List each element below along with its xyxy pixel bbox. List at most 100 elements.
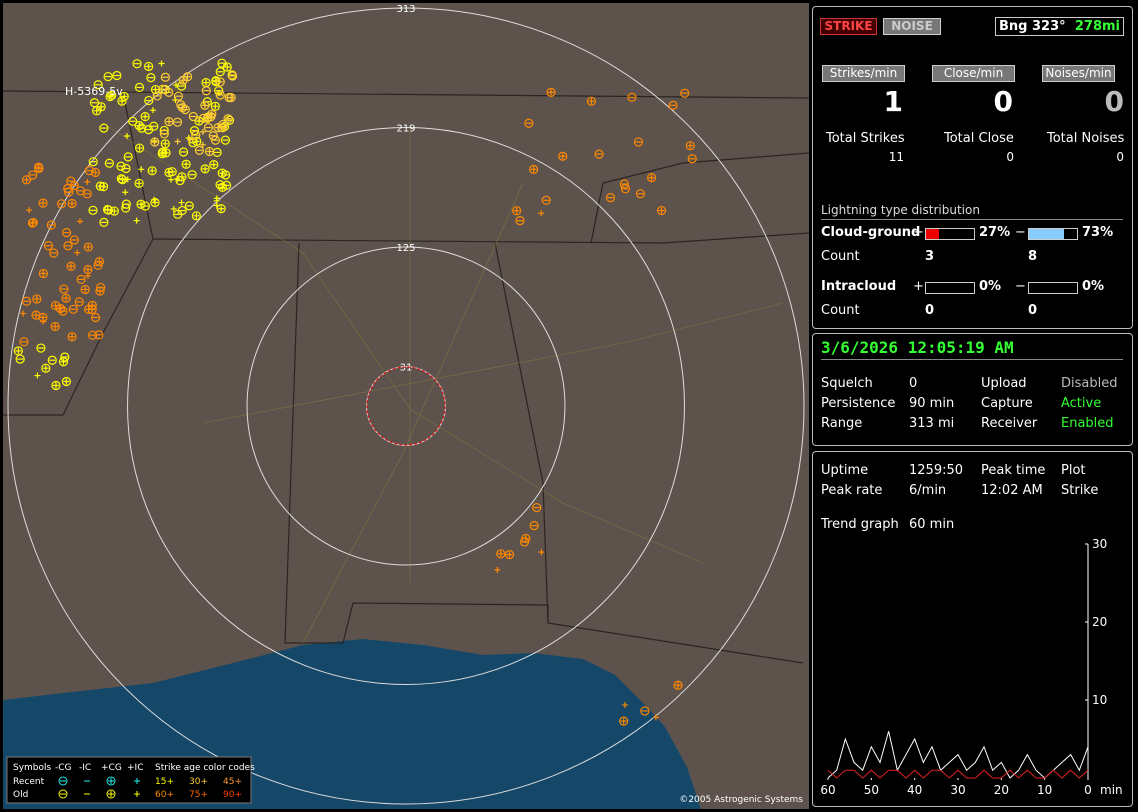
strike xyxy=(104,206,111,213)
strike xyxy=(140,112,150,122)
strike xyxy=(99,217,109,227)
legend-header: +IC xyxy=(127,763,143,773)
strike xyxy=(160,139,170,149)
strike xyxy=(90,167,101,178)
strike xyxy=(191,130,201,140)
stats-cell: Uptime xyxy=(821,463,869,478)
strike xyxy=(506,551,513,558)
stats-cell: 1259:50 xyxy=(909,463,964,478)
strike-button[interactable]: STRIKE xyxy=(820,18,877,35)
strike xyxy=(212,103,219,110)
strike xyxy=(214,124,221,131)
pct-fill xyxy=(926,229,939,239)
strike xyxy=(181,159,191,169)
strike xyxy=(619,716,629,726)
strike xyxy=(117,96,127,106)
strike xyxy=(98,103,105,110)
strike xyxy=(204,146,215,157)
total-label: Total Close xyxy=(944,131,1014,146)
strike xyxy=(134,82,145,93)
strike xyxy=(173,209,183,219)
strike xyxy=(32,294,42,304)
strike xyxy=(622,702,629,709)
strike xyxy=(50,321,60,332)
pct-label: 27% xyxy=(979,225,1011,240)
strike xyxy=(504,550,515,560)
distance: 278mi xyxy=(1074,19,1120,34)
strike xyxy=(138,166,145,173)
strike xyxy=(180,104,190,115)
noise-button[interactable]: NOISE xyxy=(883,18,941,35)
sign: + xyxy=(913,225,924,240)
symbol xyxy=(134,778,140,784)
strike xyxy=(63,241,73,251)
strike xyxy=(513,207,520,214)
strike xyxy=(656,205,667,216)
pct-bar xyxy=(925,228,975,240)
strike xyxy=(123,152,133,162)
strike xyxy=(89,98,100,108)
strike xyxy=(173,91,183,101)
strike xyxy=(124,133,131,140)
strike xyxy=(588,98,595,105)
strike xyxy=(31,310,41,320)
y-tick-label: 10 xyxy=(1092,693,1107,707)
rate-label: Close/min xyxy=(932,65,1015,82)
settings-cell: Capture xyxy=(981,396,1033,411)
strike xyxy=(151,139,158,146)
strike xyxy=(227,71,238,81)
strike xyxy=(668,100,678,110)
strike xyxy=(157,149,167,159)
strike xyxy=(210,101,220,111)
strike xyxy=(685,141,695,151)
strike xyxy=(15,354,25,364)
strike xyxy=(177,172,187,182)
strike xyxy=(134,178,144,188)
strike xyxy=(63,295,70,302)
x-axis-label: min xyxy=(1100,783,1123,797)
datetime: 3/6/2026 12:05:19 AM xyxy=(821,338,1014,357)
strike xyxy=(102,204,113,215)
strike xyxy=(494,566,501,573)
strike xyxy=(63,378,70,385)
strike xyxy=(174,138,181,145)
total-label: Total Noises xyxy=(1047,131,1125,146)
strike xyxy=(119,176,126,183)
status-panel: STRIKE NOISE Bng 323° 278mi Strikes/min … xyxy=(812,6,1133,329)
legend-row: Recent xyxy=(13,777,45,787)
strike xyxy=(594,149,604,159)
strike xyxy=(658,207,665,214)
total-label: Total Strikes xyxy=(826,131,905,146)
strike xyxy=(620,718,627,725)
strike xyxy=(43,241,54,251)
strike xyxy=(219,184,226,191)
strike xyxy=(29,220,36,227)
strike xyxy=(558,151,568,161)
strike xyxy=(112,70,122,81)
strike xyxy=(46,220,56,230)
strike xyxy=(198,113,209,123)
strike xyxy=(128,116,138,126)
strike xyxy=(215,77,225,87)
strike xyxy=(98,182,109,192)
stats-cell: Plot xyxy=(1061,463,1086,478)
strike xyxy=(216,204,226,214)
station-label: H-5369-5v xyxy=(65,85,123,98)
strike xyxy=(83,242,93,252)
strike xyxy=(137,201,144,208)
strike xyxy=(84,166,94,176)
range-ring xyxy=(7,7,805,805)
strike xyxy=(38,268,48,279)
strike xyxy=(178,147,189,157)
strike xyxy=(69,333,76,340)
strike xyxy=(137,123,147,133)
strike xyxy=(42,365,49,372)
strike xyxy=(52,382,59,389)
settings-cell: Squelch xyxy=(821,376,873,391)
age: 45+ xyxy=(223,777,242,787)
strike xyxy=(26,207,33,214)
strike xyxy=(178,199,185,206)
strike xyxy=(27,218,38,228)
strike xyxy=(74,249,81,256)
